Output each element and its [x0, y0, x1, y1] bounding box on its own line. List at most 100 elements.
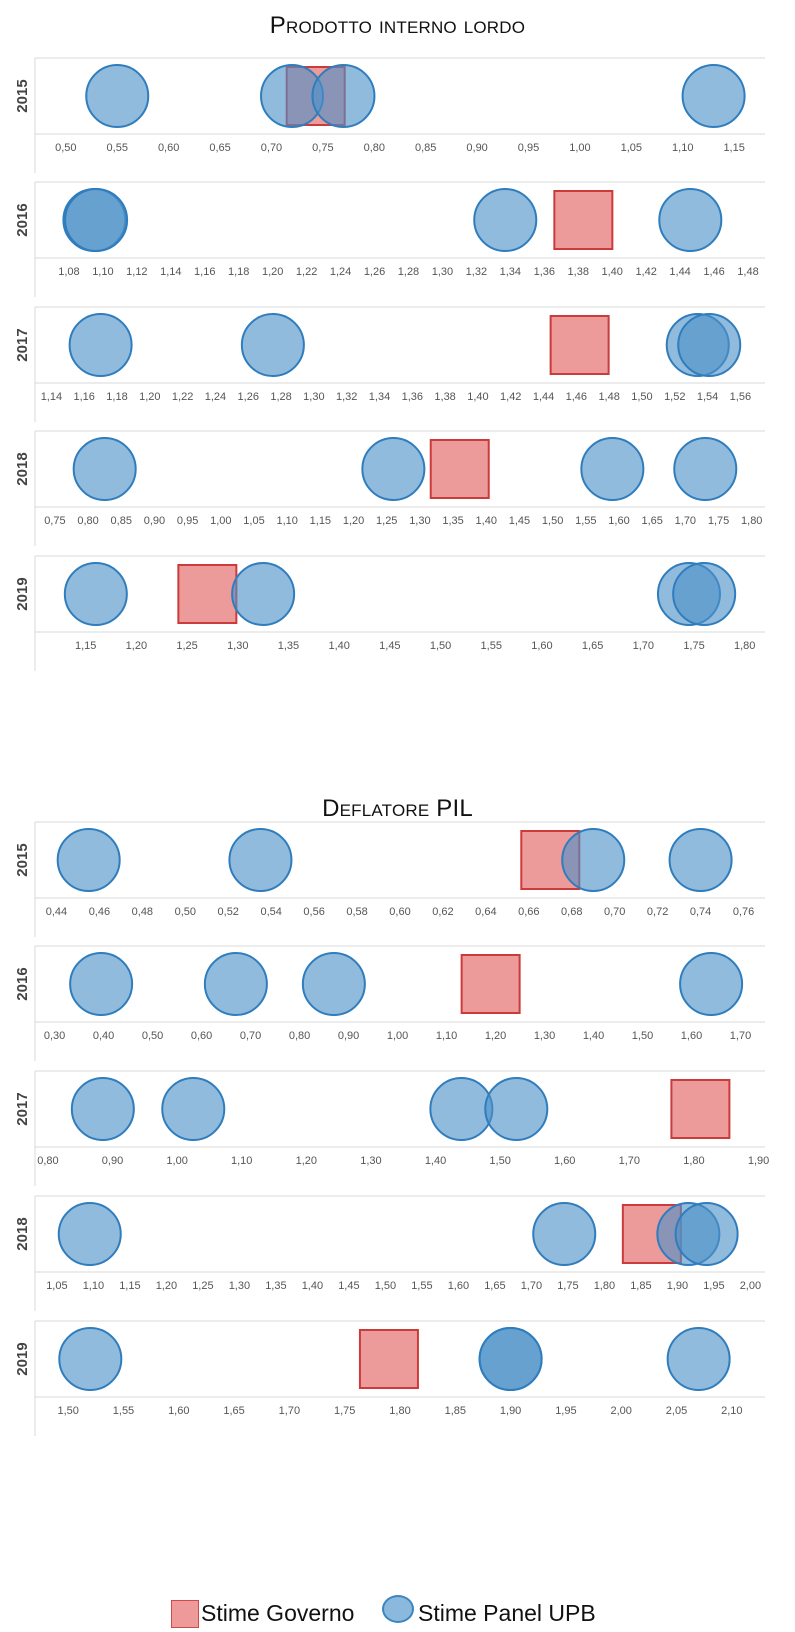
chart-svg: 2016 0,30 0,40 0,50 0,60 0,70 0,80 0,90 1,00 1,10…	[14, 945, 765, 1061]
tick-label: 0,66	[518, 906, 539, 918]
tick-label: 1,65	[223, 1405, 244, 1417]
tick-label: 1,44	[533, 391, 554, 403]
chart-panel: 2018 0,75 0,80 0,85 0,90 0,95 1,00 1,05 1,10 1,15…	[0, 430, 795, 551]
tick-label: 0,68	[561, 906, 582, 918]
chart-svg: 2018 1,05 1,10 1,15 1,20 1,25 1,30 1,35 1,40 1,45…	[14, 1195, 765, 1311]
tick-label: 1,80	[741, 515, 762, 527]
tick-label: 1,10	[436, 1030, 457, 1042]
tick-label: 1,80	[594, 1280, 615, 1292]
tick-label: 1,05	[46, 1280, 67, 1292]
tick-label: 1,45	[509, 515, 530, 527]
chart-panel: 2019 1,15 1,20 1,25 1,30 1,35 1,40 1,45 1,50 1,55…	[0, 555, 795, 676]
governo-square-marker	[429, 439, 490, 499]
tick-label: 1,45	[379, 640, 400, 652]
tick-label: 0,46	[89, 906, 110, 918]
chart-panel: 2015 0,44 0,46 0,48 0,50 0,52 0,54 0,56 0,58 0,60…	[0, 821, 795, 942]
panel-circle-marker	[674, 1202, 739, 1266]
tick-label: 1,30	[303, 391, 324, 403]
chart-panel: 2016 1,08 1,10 1,12 1,14 1,16 1,18 1,20 1,22 1,24…	[0, 181, 795, 302]
panel-circle-marker	[58, 1327, 123, 1391]
tick-label: 1,22	[296, 266, 317, 278]
tick-label: 1,60	[608, 515, 629, 527]
tick-label: 0,44	[46, 906, 67, 918]
tick-label: 0,72	[647, 906, 668, 918]
tick-label: 1,90	[667, 1280, 688, 1292]
tick-label: 1,48	[598, 391, 619, 403]
panel-circle-marker	[70, 1077, 135, 1141]
tick-label: 0,56	[303, 906, 324, 918]
governo-square-marker	[670, 1079, 731, 1139]
tick-label: 1,35	[265, 1280, 286, 1292]
tick-label: 1,25	[192, 1280, 213, 1292]
tick-label: 1,75	[708, 515, 729, 527]
governo-square-marker	[460, 954, 521, 1014]
tick-label: 0,54	[260, 906, 281, 918]
tick-label: 1,70	[279, 1405, 300, 1417]
tick-label: 1,24	[330, 266, 351, 278]
tick-label: 1,08	[58, 266, 79, 278]
tick-label: 1,00	[569, 142, 590, 154]
tick-label: 1,95	[703, 1280, 724, 1292]
tick-label: 1,20	[343, 515, 364, 527]
tick-label: 0,74	[690, 906, 711, 918]
governo-square-marker	[358, 1329, 419, 1389]
tick-label: 0,70	[240, 1030, 261, 1042]
tick-label: 1,14	[41, 391, 62, 403]
tick-label: 1,20	[126, 640, 147, 652]
chart-svg: 2018 0,75 0,80 0,85 0,90 0,95 1,00 1,05 1,10 1,15…	[14, 430, 765, 546]
chart-svg: 2019 1,15 1,20 1,25 1,30 1,35 1,40 1,45 1,50 1,55…	[14, 555, 765, 671]
tick-label: 1,40	[583, 1030, 604, 1042]
panel-circle-marker	[240, 313, 305, 377]
tick-label: 1,30	[229, 1280, 250, 1292]
tick-label: 1,25	[376, 515, 397, 527]
chart-panel: 2015 0,50 0,55 0,60 0,65 0,70 0,75 0,80 0,85 0,90…	[0, 57, 795, 178]
tick-label: 1,50	[57, 1405, 78, 1417]
year-label: 2016	[14, 203, 31, 236]
tick-label: 0,50	[175, 906, 196, 918]
panel-circle-marker	[85, 64, 150, 128]
tick-label: 1,50	[632, 1030, 653, 1042]
panel-circle-marker	[228, 828, 293, 892]
year-label: 2016	[14, 967, 31, 1000]
year-label: 2018	[14, 1217, 31, 1250]
legend-square-swatch	[171, 1600, 199, 1628]
tick-label: 1,40	[425, 1155, 446, 1167]
panel-circle-marker	[231, 562, 296, 626]
tick-label: 0,60	[158, 142, 179, 154]
chart-svg: 2015 0,50 0,55 0,60 0,65 0,70 0,75 0,80 0,85 0,90…	[14, 57, 765, 173]
chart-panel: 2018 1,05 1,10 1,15 1,20 1,25 1,30 1,35 1,40 1,45…	[0, 1195, 795, 1316]
tick-label: 1,28	[270, 391, 291, 403]
panel-circle-marker	[69, 952, 134, 1016]
tick-label: 1,40	[302, 1280, 323, 1292]
year-label: 2019	[14, 577, 31, 610]
tick-label: 0,90	[466, 142, 487, 154]
tick-label: 0,80	[364, 142, 385, 154]
tick-label: 1,15	[119, 1280, 140, 1292]
year-label: 2015	[14, 843, 31, 876]
tick-label: 0,90	[338, 1030, 359, 1042]
panel-circle-marker	[72, 437, 137, 501]
tick-label: 1,50	[375, 1280, 396, 1292]
panel-circle-marker	[681, 64, 746, 128]
tick-label: 1,60	[168, 1405, 189, 1417]
tick-label: 1,16	[194, 266, 215, 278]
tick-label: 1,05	[621, 142, 642, 154]
tick-label: 0,85	[111, 515, 132, 527]
section-title-pil: Prodotto interno lordo	[269, 12, 526, 39]
legend-label-panel: Stime Panel UPB	[418, 1600, 596, 1626]
tick-label: 2,10	[721, 1405, 742, 1417]
tick-label: 1,90	[500, 1405, 521, 1417]
tick-label: 1,34	[369, 391, 390, 403]
tick-label: 1,30	[360, 1155, 381, 1167]
tick-label: 1,22	[172, 391, 193, 403]
chart-svg: 2016 1,08 1,10 1,12 1,14 1,16 1,18 1,20 1,22 1,24…	[14, 181, 765, 297]
governo-square-marker	[553, 190, 614, 250]
tick-label: 1,26	[238, 391, 259, 403]
tick-label: 0,80	[289, 1030, 310, 1042]
panel-circle-marker	[677, 313, 742, 377]
tick-label: 1,85	[630, 1280, 651, 1292]
tick-label: 0,58	[346, 906, 367, 918]
tick-label: 1,40	[328, 640, 349, 652]
chart-panel: 2017 1,14 1,16 1,18 1,20 1,22 1,24 1,26 1,28 1,30…	[0, 306, 795, 427]
tick-label: 1,70	[521, 1280, 542, 1292]
